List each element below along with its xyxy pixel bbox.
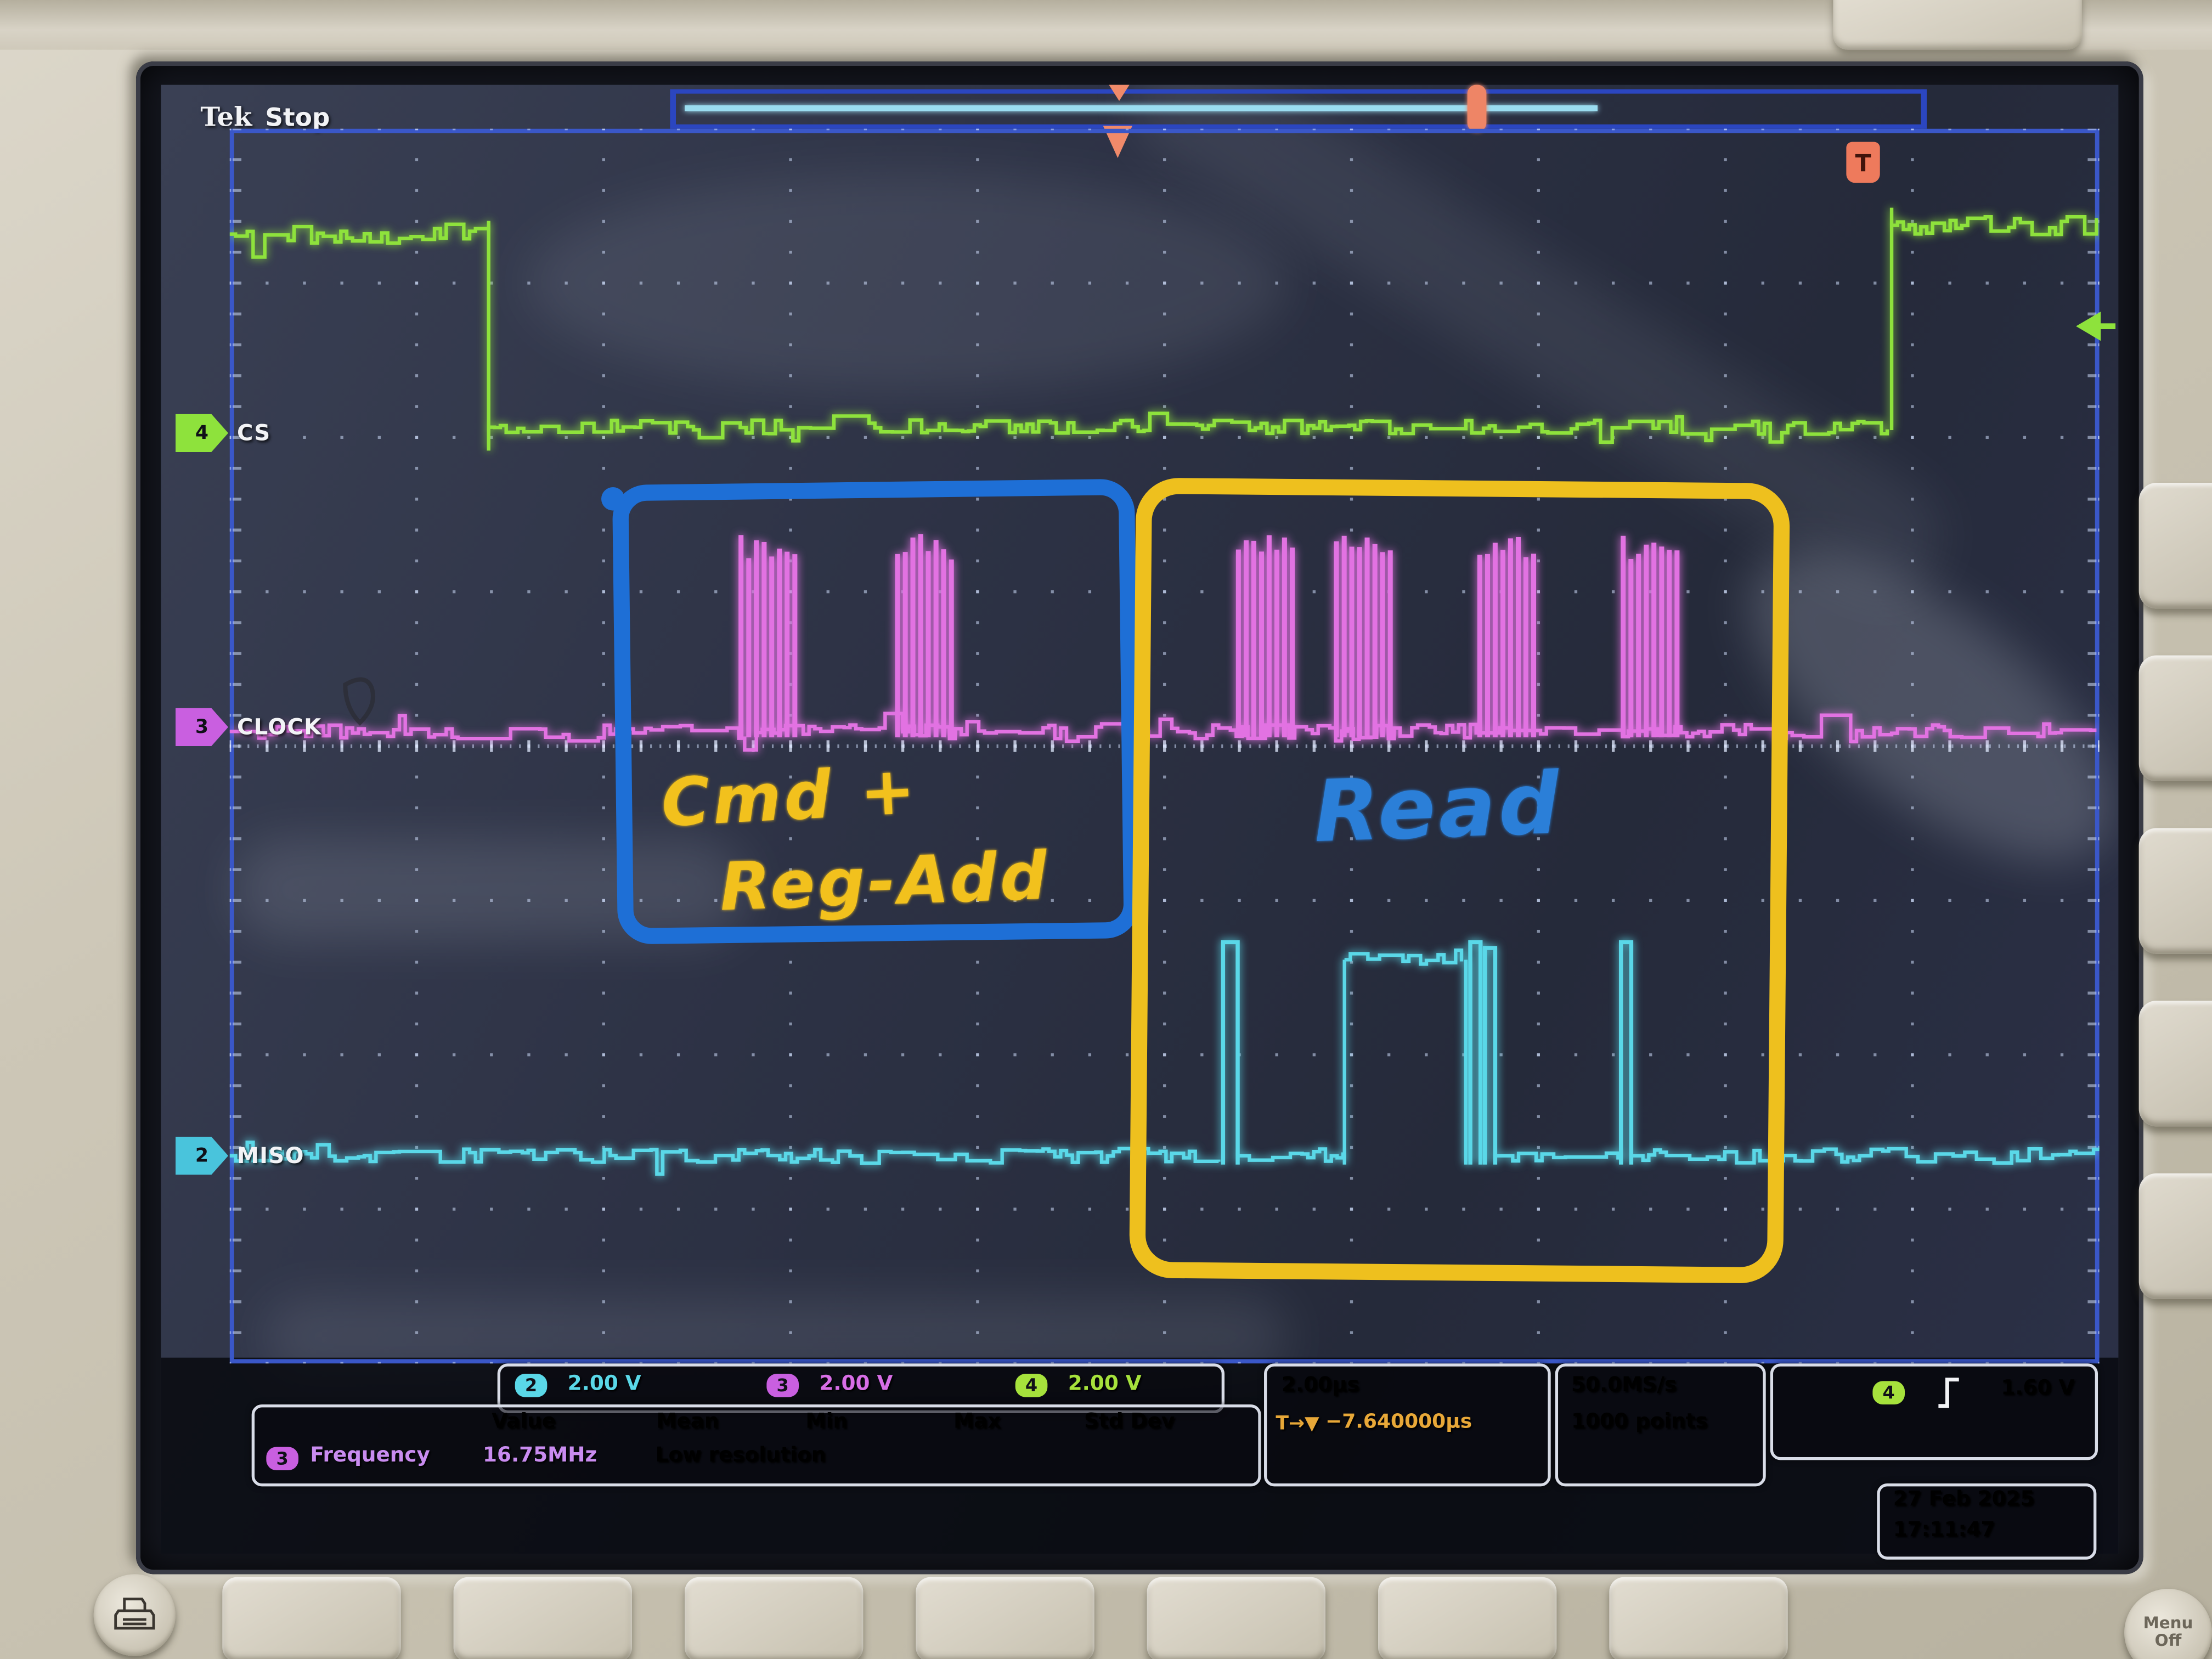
ch3-number: 3 [195, 716, 209, 738]
printer-icon [114, 1598, 155, 1630]
ch2-badge: 2 [515, 1374, 548, 1397]
bottom-menu-button-2[interactable] [453, 1577, 633, 1659]
side-menu-button-5[interactable] [2138, 1173, 2212, 1300]
record-view-right-bracket [1921, 89, 1927, 129]
record-view-window-position-triangle [1109, 84, 1130, 101]
ch4-badge: 4 [1015, 1374, 1048, 1397]
meas-header-mean: Mean [656, 1410, 719, 1434]
ch4-label-cs: CS [237, 420, 271, 447]
record-view-trigger-marker [1467, 84, 1487, 132]
record-view-window-segment [685, 105, 1598, 111]
handwriting-read: Read [1312, 753, 1564, 862]
meas-name: Frequency [310, 1444, 430, 1468]
timebase-box [1264, 1363, 1551, 1487]
bottom-menu-button-4[interactable] [916, 1577, 1094, 1659]
record-view-left-bracket [670, 89, 676, 129]
ch4-scale: 2.00 V [1068, 1372, 1142, 1396]
ch2-number: 2 [195, 1144, 209, 1167]
menu-off-label-1: Menu [2143, 1613, 2193, 1633]
ch4-number: 4 [195, 422, 209, 444]
date-readout: 27 Feb 2025 [1893, 1488, 2035, 1511]
trigger-source-badge: 4 [1872, 1381, 1905, 1405]
meas-header-value: Value [492, 1410, 556, 1434]
ch3-scale: 2.00 V [819, 1372, 893, 1396]
timebase-scale: 2.00µs [1282, 1374, 1359, 1397]
ch2-label-miso: MISO [237, 1142, 304, 1169]
bottom-menu-button-1[interactable] [222, 1577, 401, 1659]
trigger-level-arrow-stem [2098, 323, 2116, 330]
side-menu-button-3[interactable] [2138, 828, 2212, 954]
meas-header-min: Min [805, 1410, 848, 1434]
side-menu-button-1[interactable] [2138, 483, 2212, 609]
bottom-menu-button-3[interactable] [685, 1577, 864, 1659]
handwriting-reg-add: Reg-Add [718, 837, 1052, 926]
meas-value: 16.75MHz [483, 1444, 597, 1468]
record-view-bottom-line [676, 124, 1924, 129]
record-view-top-line [676, 89, 1924, 94]
meas-header-max: Max [953, 1410, 1001, 1434]
datetime-box [1877, 1483, 2097, 1560]
handwriting-cmd: Cmd + [659, 751, 920, 842]
rising-edge-icon [1938, 1378, 1959, 1408]
sample-rate: 50.0MS/s [1571, 1374, 1677, 1397]
measurement-box [251, 1404, 1261, 1487]
trigger-position-flag: T [1846, 142, 1880, 183]
tek-logo: Tek [200, 102, 252, 133]
trigger-level-readout: 1.60 V [2001, 1376, 2075, 1401]
time-readout: 17:11:47 [1893, 1519, 1995, 1542]
meas-source-badge: 3 [266, 1447, 299, 1471]
acquisition-status: Tek Stop [200, 103, 330, 133]
ch3-label-clock: CLOCK [237, 714, 322, 741]
meas-note: Low resolution [655, 1444, 826, 1468]
side-menu-button-2[interactable] [2138, 655, 2212, 782]
meas-header-stddev: Std Dev [1084, 1410, 1175, 1434]
record-length: 1000 points [1571, 1410, 1708, 1434]
status-text: Stop [265, 104, 330, 133]
menu-off-button[interactable]: Menu Off [2124, 1589, 2212, 1659]
acquisition-box [1555, 1363, 1766, 1487]
trigger-position-readout: −7.640000µs [1325, 1410, 1472, 1434]
hardcopy-button[interactable] [93, 1574, 176, 1656]
bottom-menu-button-6[interactable] [1378, 1577, 1557, 1659]
trigger-position-prefix-icon: T→▼ [1276, 1413, 1319, 1436]
top-right-panel-button[interactable] [1833, 0, 2082, 50]
bottom-menu-button-5[interactable] [1147, 1577, 1326, 1659]
ch2-scale: 2.00 V [567, 1372, 641, 1396]
trigger-box [1770, 1363, 2098, 1460]
side-menu-button-4[interactable] [2138, 1001, 2212, 1127]
bottom-menu-button-7[interactable] [1609, 1577, 1788, 1659]
menu-off-label-2: Off [2154, 1631, 2182, 1651]
pen-mark [343, 677, 375, 726]
ch3-badge: 3 [766, 1374, 799, 1397]
